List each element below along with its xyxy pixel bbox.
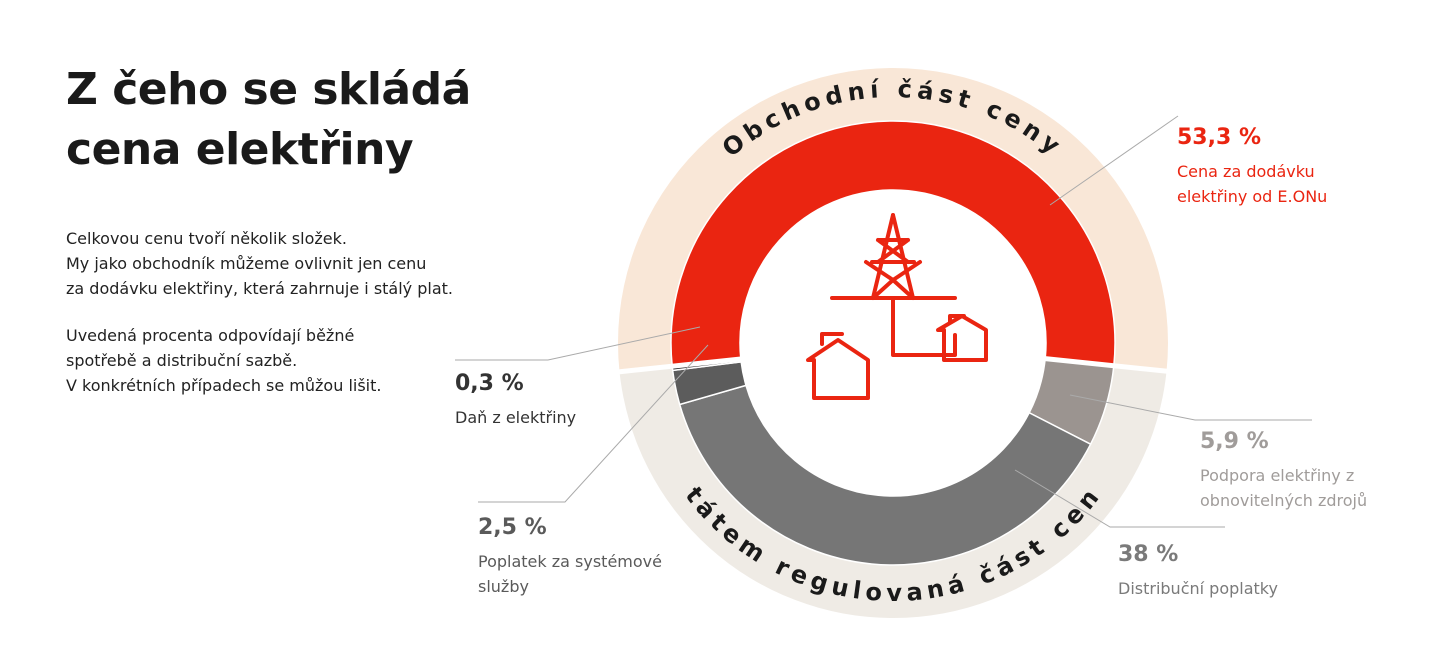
value-label: 5,9 % — [1200, 429, 1269, 454]
house — [936, 314, 988, 362]
segment — [670, 120, 1116, 368]
separator — [1044, 356, 1169, 374]
category-label: Poplatek za systémové služby — [478, 552, 662, 596]
segment-label: 2,5 % Poplatek za systémové služby — [478, 513, 683, 599]
leader-line — [1069, 394, 1312, 421]
value-label: 2,5 % — [478, 515, 547, 540]
category-label: Cena za dodávku elektřiny od E.ONu — [1177, 162, 1328, 206]
value-label: 38 % — [1118, 542, 1179, 567]
intro-line: My jako obchodník můžeme ovlivnit jen ce… — [66, 254, 427, 273]
paragraph: Uvedená procenta odpovídají běžné spotřeb… — [66, 323, 453, 398]
title: Z čeho se skládá cena elektřiny — [66, 60, 471, 180]
value-label: 53,3 % — [1177, 125, 1261, 150]
segment-label: 38 % Distribuční poplatky — [1118, 540, 1368, 601]
leader-line — [478, 344, 709, 503]
category-label: Podpora elektřiny z obnovitelných zdrojů — [1200, 466, 1368, 510]
segment-label: 5,9 % Podpora elektřiny z obnovitelných z… — [1200, 427, 1400, 513]
segment — [678, 384, 1092, 566]
pylon — [830, 213, 957, 357]
leaders — [455, 115, 1312, 528]
intro-line: Uvedená procenta odpovídají běžné — [66, 326, 355, 345]
outer-ring — [617, 67, 1168, 372]
category-label: Distribuční poplatky — [1118, 579, 1278, 598]
title-line: Z čeho se skládá — [66, 64, 471, 115]
category-label: Daň z elektřiny — [455, 408, 577, 427]
segment-label: 53,3 % Cena za dodávku elektřiny od E.ONu — [1177, 123, 1347, 209]
paragraph: Celkovou cenu tvoří několik složek. My ja… — [66, 226, 453, 301]
segment-label: 0,3 % Daň z elektřiny — [455, 369, 655, 430]
outer-ring — [619, 365, 1167, 618]
donut — [617, 67, 1169, 618]
intro-line: V konkrétních případech se můžou lišit. — [66, 376, 382, 395]
leader-line — [1049, 115, 1179, 206]
leader-line — [455, 326, 701, 361]
separator — [617, 356, 742, 375]
house — [806, 332, 870, 400]
intro-line: Celkovou cenu tvoří několik složek. — [66, 229, 347, 248]
value-label: 0,3 % — [455, 371, 524, 396]
intro-line: za dodávku elektřiny, která zahrnuje i s… — [66, 279, 453, 298]
icon — [806, 213, 988, 400]
intro-line: spotřebě a distribuční sazbě. — [66, 351, 298, 370]
leader-line — [1014, 469, 1225, 528]
intro: Celkovou cenu tvoří několik složek. My ja… — [66, 226, 453, 420]
title-line: cena elektřiny — [66, 124, 414, 175]
